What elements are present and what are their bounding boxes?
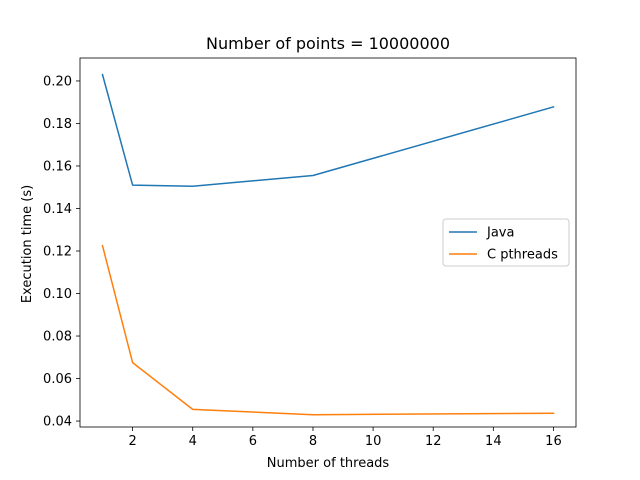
y-tick-label: 0.16 (43, 159, 72, 174)
x-tick-label: 10 (365, 434, 382, 449)
y-tick-label: 0.12 (43, 245, 72, 260)
y-tick-label: 0.18 (43, 117, 72, 132)
y-tick-label: 0.20 (43, 74, 72, 89)
x-tick-label: 6 (249, 434, 257, 449)
legend-label: Java (486, 226, 514, 241)
legend-label: C pthreads (487, 248, 558, 263)
series-line-java (101, 73, 555, 187)
plot-frame (79, 57, 577, 428)
x-tick-label: 2 (128, 434, 136, 449)
x-axis-label: Number of threads (267, 456, 390, 471)
y-axis: 0.04 0.06 0.08 0.10 0.12 0.14 0.16 0.18 0.20 (43, 74, 80, 430)
x-axis: 2 4 6 8 10 12 14 16 (128, 427, 562, 449)
legend: Java C pthreads (442, 218, 570, 267)
y-tick-label: 0.08 (43, 330, 72, 345)
x-tick-label: 16 (545, 434, 562, 449)
y-tick-label: 0.10 (43, 287, 72, 302)
plot-area (79, 57, 577, 428)
series-line-c-pthreads (101, 244, 555, 416)
x-tick-label: 12 (425, 434, 442, 449)
y-tick-label: 0.04 (43, 415, 72, 430)
y-tick-label: 0.06 (43, 372, 72, 387)
chart-title: Number of points = 10000000 (206, 34, 450, 53)
x-tick-label: 14 (485, 434, 502, 449)
y-axis-label: Execution time (s) (20, 185, 35, 303)
x-tick-label: 8 (309, 434, 317, 449)
x-tick-label: 4 (189, 434, 197, 449)
y-tick-label: 0.14 (43, 202, 72, 217)
